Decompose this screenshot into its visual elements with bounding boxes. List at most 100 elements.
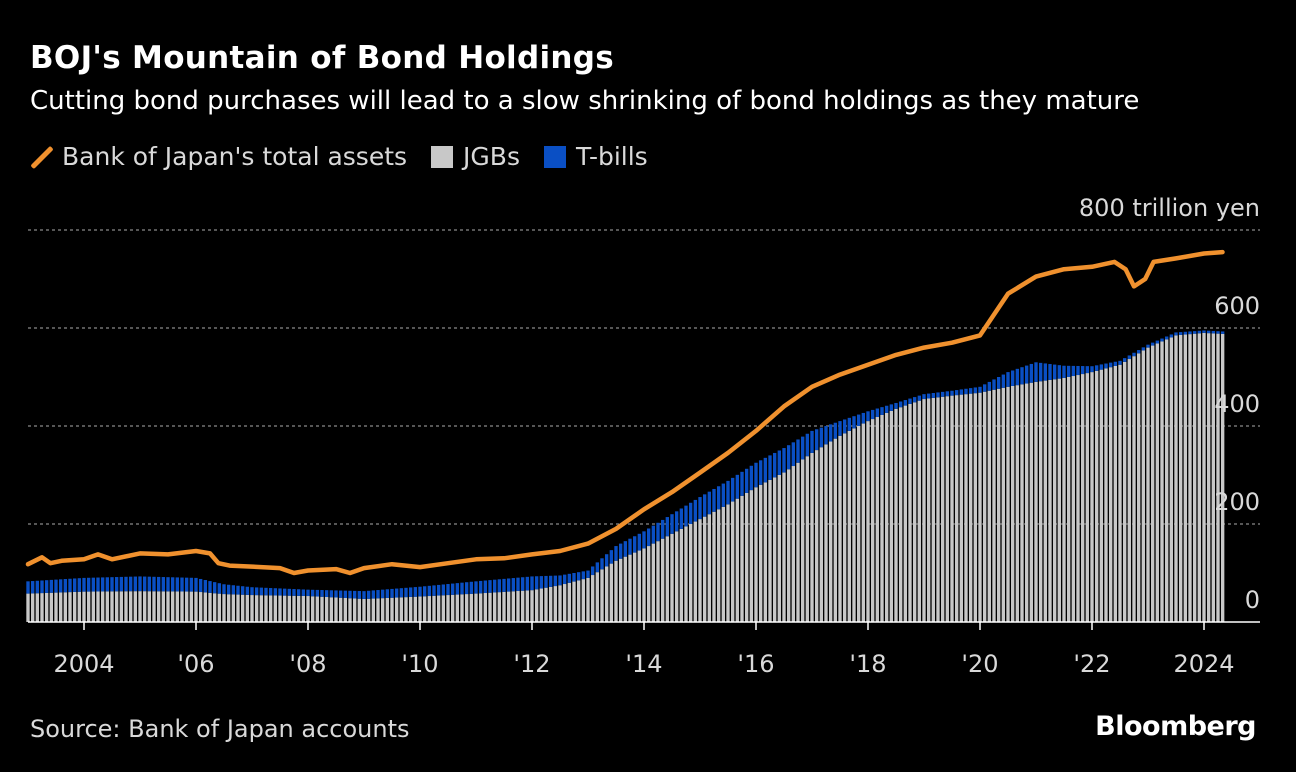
tbill-bar <box>446 584 450 596</box>
jgb-bar <box>245 594 250 622</box>
tbill-bar <box>525 576 530 591</box>
jgb-bar <box>572 581 576 622</box>
jgb-bar <box>796 462 800 622</box>
grid-lines <box>28 229 1260 525</box>
jgb-bar <box>166 591 170 622</box>
jgb-bar <box>1080 374 1085 622</box>
tbill-bar <box>908 398 912 404</box>
jgb-bar <box>623 556 628 622</box>
tbill-bar <box>147 576 152 592</box>
tbill-bar <box>432 585 436 596</box>
jgb-bar <box>628 554 632 622</box>
tbill-bar <box>366 590 371 599</box>
jgb-bar <box>665 536 670 622</box>
tbill-bar <box>898 401 903 408</box>
jgb-bar <box>1141 350 1146 622</box>
tbill-bar <box>530 576 534 591</box>
tbill-bar <box>842 419 847 434</box>
jgb-bar <box>632 552 637 622</box>
jgb-bar <box>1029 382 1034 622</box>
jgb-bar <box>516 591 520 622</box>
tbill-bar <box>161 577 166 592</box>
tbill-bar <box>114 577 119 592</box>
jgb-bar <box>1211 333 1216 622</box>
jgb-bar <box>964 394 968 622</box>
tbill-bar <box>1192 331 1197 334</box>
x-tick-label: '22 <box>1073 650 1110 678</box>
jgb-bar <box>1174 335 1178 622</box>
legend-label-tbills: T-bills <box>575 142 648 171</box>
tbill-bar <box>119 576 124 592</box>
jgb-bar <box>805 456 810 622</box>
tbill-bar <box>1080 366 1085 375</box>
jgb-bar <box>1155 343 1160 622</box>
jgb-bar <box>618 558 623 622</box>
tbill-bar <box>1057 365 1062 379</box>
jgb-bar <box>553 586 558 622</box>
tbill-bar <box>371 590 376 599</box>
tbill-bar <box>40 580 44 594</box>
tbill-bar <box>894 402 898 409</box>
tbill-bar <box>259 587 264 596</box>
tbill-bar <box>782 448 786 473</box>
jgb-bar <box>651 543 656 622</box>
jgb-bar <box>497 592 502 622</box>
jgb-bar <box>1062 377 1066 622</box>
jgb-bar <box>1066 377 1071 622</box>
tbill-bar <box>152 576 156 592</box>
tbill-bar <box>567 573 572 583</box>
tbill-bar <box>964 388 968 395</box>
tbill-bar <box>833 422 838 439</box>
tbill-bar <box>1024 365 1029 384</box>
chart-subtitle: Cutting bond purchases will lead to a sl… <box>30 86 1140 116</box>
jgb-bar <box>581 579 586 622</box>
tbill-bar <box>170 577 175 592</box>
jgb-bar <box>875 417 880 622</box>
jgb-bar <box>1020 384 1024 622</box>
tbill-bar <box>576 572 581 581</box>
tbill-bar <box>604 554 609 567</box>
jgb-bar <box>833 438 838 622</box>
x-axis: 2004 '06 '08 '10 '12 '14 '16 '18 '20 '22 2024 <box>28 621 1260 678</box>
tbill-bar <box>292 589 296 596</box>
jgb-bar <box>1146 347 1150 622</box>
tbill-bar <box>1197 330 1202 334</box>
x-tick-label: '14 <box>625 650 662 678</box>
tbill-bar <box>861 412 866 424</box>
jgb-bar <box>212 593 217 622</box>
jgb-bar <box>105 591 110 622</box>
jgb-bar <box>698 519 702 622</box>
tbill-bar <box>450 583 455 595</box>
tbill-bar <box>497 579 502 593</box>
tbill-bar <box>1122 358 1127 362</box>
tbill-bar <box>544 575 548 588</box>
jgb-bar <box>637 550 642 622</box>
tbill-bar <box>516 577 520 592</box>
jgb-bar <box>464 594 469 622</box>
tbill-bar <box>740 471 744 496</box>
tbill-bar <box>558 575 562 586</box>
tbill-bar <box>646 528 651 547</box>
tbill-bar <box>670 514 674 534</box>
jgb-bar <box>231 594 236 622</box>
jgb-bar <box>810 452 814 622</box>
jgb-bar <box>1132 356 1136 622</box>
jgb-bar <box>240 594 245 622</box>
x-tick-label: '06 <box>177 650 214 678</box>
tbill-bar <box>1006 372 1010 387</box>
tbill-bar <box>796 439 800 463</box>
tbill-bar <box>553 575 558 587</box>
jgb-bar <box>945 396 950 622</box>
tbill-bar <box>1062 365 1066 378</box>
tbill-bar <box>455 583 460 595</box>
jgb-bar <box>128 591 133 622</box>
tbill-bar <box>394 588 399 598</box>
tbill-bar <box>1076 365 1080 376</box>
jgb-bar <box>329 597 334 622</box>
jgb-bar <box>567 582 572 622</box>
jgb-bar <box>614 560 618 622</box>
jgb-bar <box>222 594 226 622</box>
tbill-bar <box>362 591 366 599</box>
jgb-bar <box>478 593 483 622</box>
